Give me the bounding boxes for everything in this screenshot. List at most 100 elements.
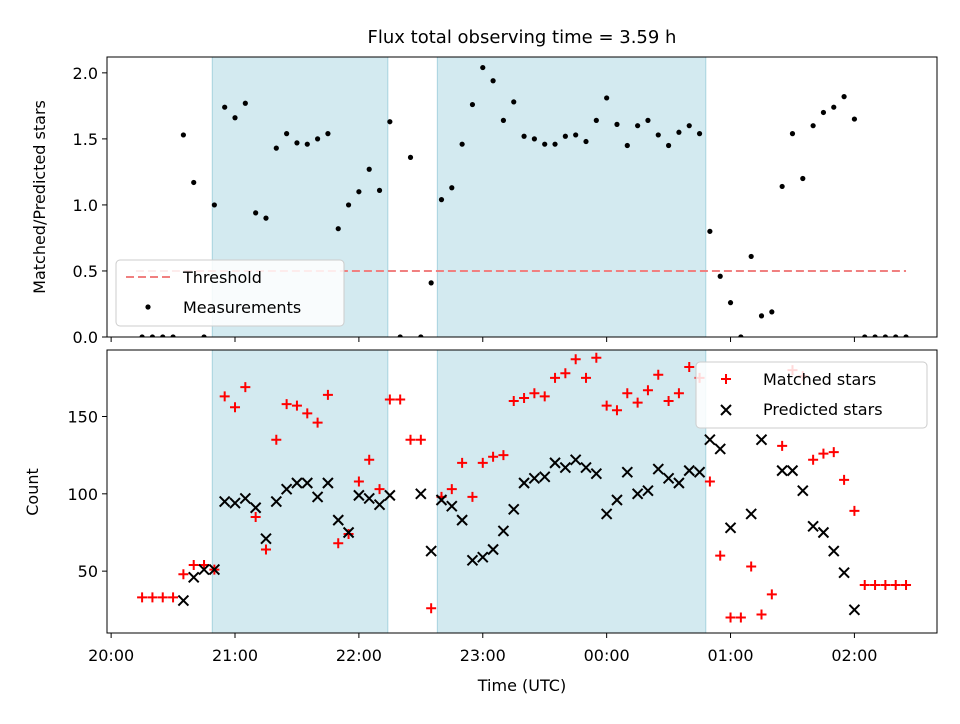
bottom-legend: Matched stars Predicted stars: [695, 361, 928, 429]
matched-star-point: [519, 392, 530, 403]
bottom-shaded-region-1: [211, 349, 389, 634]
matched-star-point: [890, 580, 901, 591]
bottom-shaded-region-2: [436, 349, 707, 634]
predicted-star-point: [642, 485, 654, 497]
xtick-label: 22:00: [336, 646, 382, 665]
predicted-star-point: [755, 433, 768, 446]
measurement-point: [758, 313, 765, 319]
predicted-star-point: [229, 497, 241, 509]
top-ytick-label: 1.0: [73, 196, 98, 215]
bottom-ytick-label: 100: [67, 485, 98, 504]
matched-star-point: [601, 400, 612, 411]
predicted-star-point: [373, 498, 386, 511]
measurement-point: [139, 334, 145, 337]
x-axis-label: Time (UTC): [477, 676, 566, 695]
predicted-star-point: [528, 472, 541, 485]
xtick-label: 21:00: [212, 646, 258, 665]
predicted-star-point: [363, 492, 375, 505]
predicted-star-point: [518, 477, 530, 489]
measurement-point: [583, 138, 589, 145]
predicted-star-point: [218, 495, 231, 508]
matched-star-point: [364, 454, 375, 465]
measurement-point: [872, 334, 878, 337]
matched-star-point: [560, 368, 571, 379]
predicted-star-point: [807, 520, 819, 533]
matched-star-point: [188, 559, 199, 570]
measurement-point: [851, 116, 858, 122]
matched-star-point: [446, 484, 457, 495]
measurement-point: [335, 226, 341, 232]
matched-star-point: [219, 391, 230, 402]
measurement-point: [160, 334, 166, 337]
predicted-star-point: [683, 464, 695, 477]
measurement-point: [604, 95, 610, 101]
legend-matched-swatch: [721, 374, 731, 384]
matched-star-point: [333, 538, 344, 549]
matched-star-point: [859, 580, 870, 591]
measurement-point: [449, 185, 455, 191]
top-y-axis-label: Matched/Predicted stars: [30, 100, 49, 294]
predicted-star-point: [270, 495, 283, 508]
measurement-point: [263, 215, 269, 221]
predicted-star-point: [280, 483, 293, 495]
predicted-star-point: [631, 488, 644, 500]
predicted-star-point: [569, 454, 582, 466]
predicted-star-point: [611, 494, 623, 506]
matched-star-point: [653, 369, 664, 380]
matched-star-point: [291, 400, 302, 411]
matched-star-point: [870, 580, 881, 591]
predicted-star-point: [797, 485, 809, 497]
matched-star-point: [611, 405, 622, 416]
measurement-point: [831, 104, 837, 110]
predicted-star-point: [487, 543, 499, 556]
measurement-point: [707, 228, 713, 234]
matched-star-point: [271, 434, 282, 445]
predicted-star-point: [322, 477, 334, 489]
predicted-star-point: [549, 457, 561, 469]
measurement-point: [304, 141, 310, 147]
matched-star-point: [663, 396, 674, 407]
predicted-star-point: [580, 461, 592, 474]
predicted-star-point: [239, 492, 252, 505]
measurement-point: [645, 117, 651, 123]
measurement-point: [387, 119, 393, 125]
matched-star-point: [147, 592, 158, 603]
xtick-label: 20:00: [88, 646, 134, 665]
legend-predicted-label: Predicted stars: [763, 400, 883, 419]
measurement-point: [893, 334, 899, 337]
measurement-point: [191, 179, 197, 186]
top-ytick-label: 0.5: [73, 262, 98, 281]
predicted-star-point: [332, 514, 344, 526]
measurement-point: [769, 309, 775, 315]
matched-star-point: [137, 592, 148, 603]
predicted-star-point: [435, 494, 448, 506]
top-ytick-label: 0.0: [73, 328, 98, 347]
matched-star-point: [384, 394, 395, 405]
legend-threshold-label: Threshold: [182, 268, 262, 287]
legend-measurements-swatch: [145, 304, 151, 310]
measurement-point: [253, 210, 259, 216]
predicted-star-point: [208, 563, 221, 576]
matched-star-point: [673, 388, 684, 399]
measurement-point: [180, 132, 186, 138]
measurement-point: [345, 202, 352, 208]
measurement-point: [149, 334, 156, 337]
predicted-star-point: [177, 594, 190, 607]
matched-star-point: [704, 476, 715, 487]
top-legend-box: [115, 259, 345, 327]
matched-star-point: [849, 505, 860, 516]
predicted-star-point: [776, 464, 788, 477]
measurement-point: [459, 141, 465, 147]
predicted-star-point: [466, 554, 479, 567]
top-plot-area: [135, 64, 909, 337]
matched-star-point: [467, 491, 478, 502]
measurement-point: [511, 99, 517, 105]
measurement-point: [531, 136, 537, 142]
measurement-point: [614, 121, 620, 127]
measurement-point: [170, 334, 176, 337]
matched-star-point: [157, 592, 168, 603]
measurement-point: [273, 145, 279, 151]
matched-star-point: [240, 382, 251, 393]
predicted-star-point: [249, 502, 262, 514]
